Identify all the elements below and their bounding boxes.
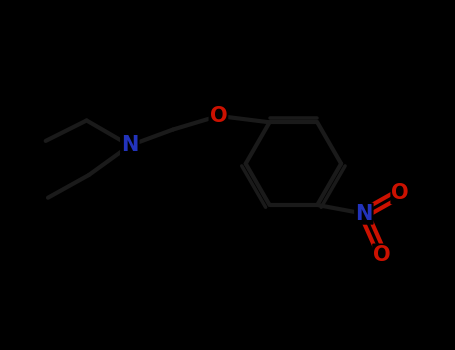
Text: O: O (391, 183, 409, 203)
Text: O: O (373, 245, 391, 265)
Text: N: N (355, 204, 373, 224)
Text: N: N (121, 135, 138, 155)
Text: O: O (210, 106, 227, 126)
